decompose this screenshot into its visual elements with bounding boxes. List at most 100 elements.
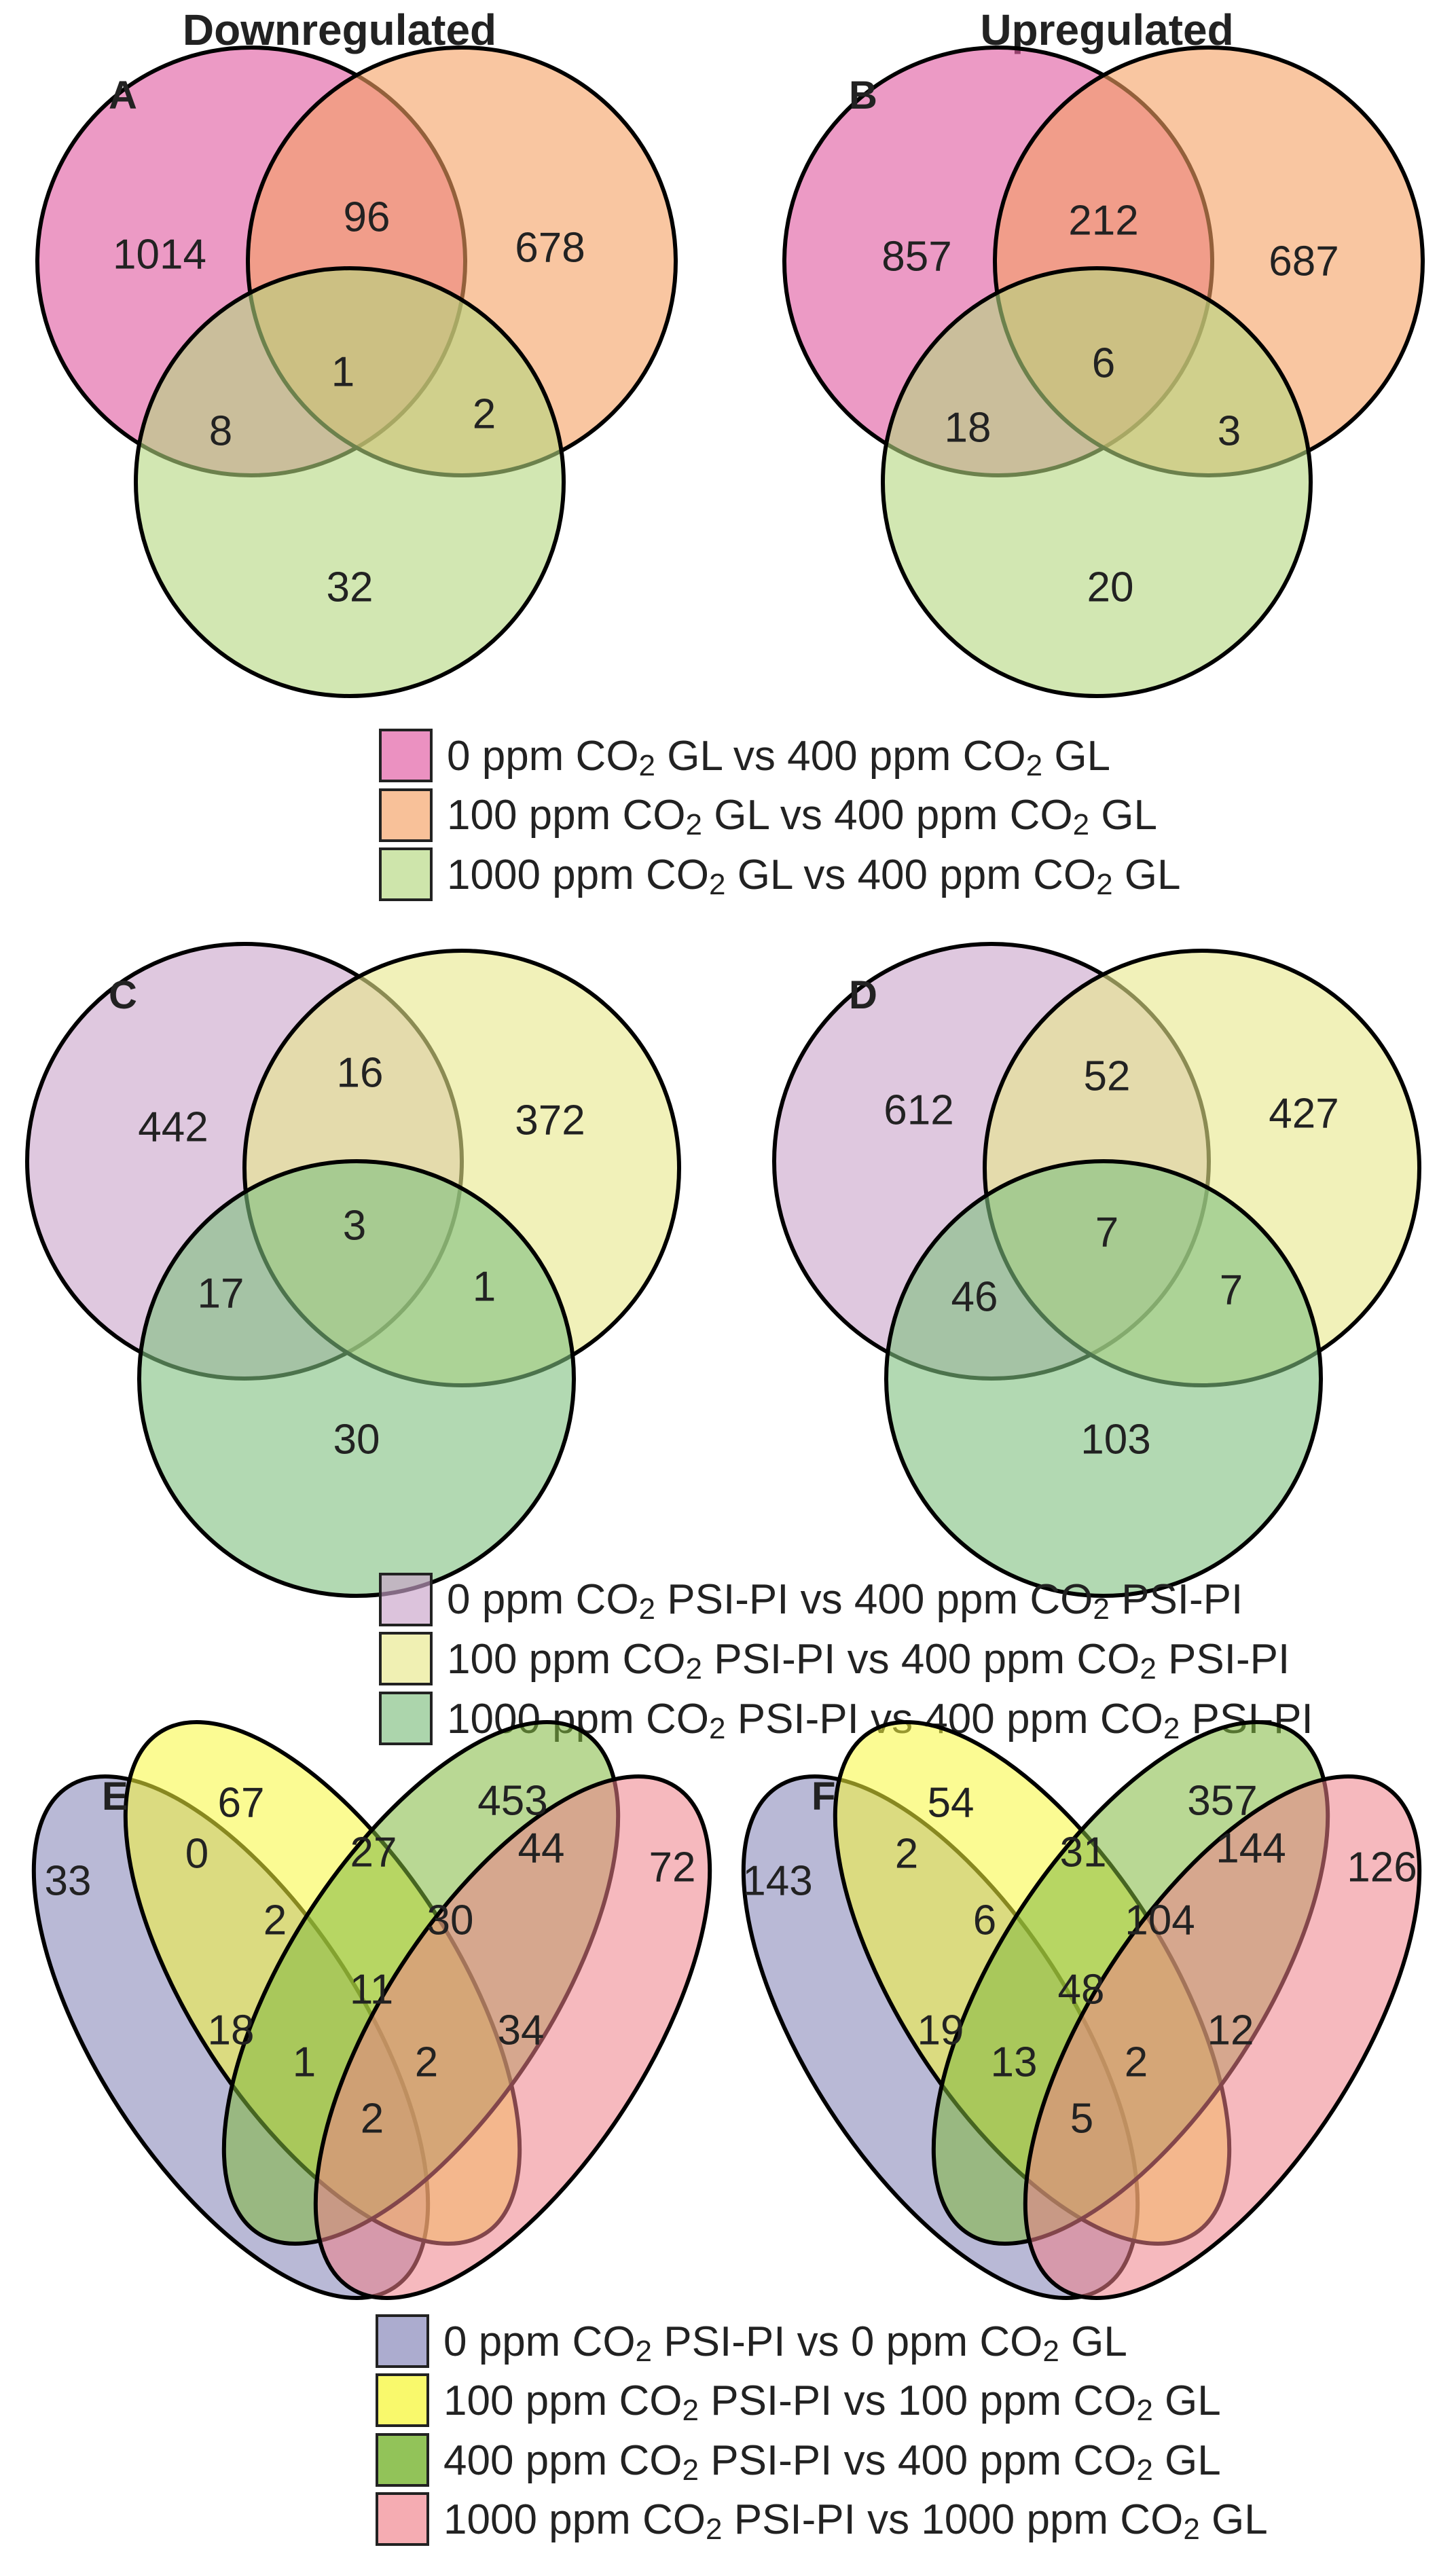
venn-count: 31 — [1060, 1829, 1107, 1876]
legend-label: 100 ppm CO2 GL vs 400 ppm CO2 GL — [447, 792, 1157, 841]
venn-count: 1 — [331, 349, 354, 396]
legend-swatch-100ppm-psi — [379, 1632, 433, 1685]
legend-label: 0 ppm CO2 PSI-PI vs 400 ppm CO2 PSI-PI — [447, 1576, 1243, 1626]
legend-swatch-0ppm-psi — [379, 1573, 433, 1626]
venn-count: 2 — [361, 2096, 384, 2142]
venn-count: 12 — [1207, 2007, 1254, 2054]
venn-count: 96 — [344, 194, 390, 241]
venn-set-1000ppm-gl — [881, 266, 1313, 698]
venn-count: 17 — [198, 1271, 244, 1317]
legend-label: 1000 ppm CO2 PSI-PI vs 1000 ppm CO2 GL — [443, 2496, 1268, 2546]
venn-count: 67 — [218, 1780, 265, 1827]
venn-count: 3 — [343, 1203, 366, 1249]
venn-count: 8 — [209, 408, 232, 455]
venn-panel-e: E 33 67 453 72 0 27 44 2 30 11 18 34 1 2… — [31, 1720, 712, 2300]
legend-swatch-100ppm-gl — [379, 788, 433, 842]
legend-label: 100 ppm CO2 PSI-PI vs 400 ppm CO2 PSI-PI — [447, 1636, 1290, 1685]
legend-swatch-0ppm-gl — [379, 729, 433, 782]
venn-count: 33 — [45, 1858, 92, 1905]
venn-count: 144 — [1216, 1825, 1286, 1872]
venn-set-1000ppm-gl — [134, 266, 566, 698]
venn-count: 1014 — [113, 232, 206, 278]
venn-count: 34 — [498, 2007, 545, 2054]
venn-panel-a: A 1014 96 678 1 8 2 32 — [35, 45, 678, 698]
venn-count: 1 — [473, 1264, 496, 1311]
venn-set-1000ppm-psi — [884, 1159, 1323, 1598]
panel-label-b: B — [849, 73, 877, 117]
venn-count: 5 — [1070, 2096, 1093, 2142]
venn-set-1000ppm-psi — [137, 1159, 576, 1598]
legend-swatch-1000ppm-psi — [379, 1692, 433, 1745]
venn-count: 72 — [649, 1844, 696, 1891]
venn-count: 30 — [333, 1417, 380, 1463]
venn-count: 1 — [293, 2039, 316, 2086]
venn-count: 13 — [991, 2039, 1038, 2086]
header-upregulated: Upregulated — [980, 5, 1233, 54]
legend-swatch-1000ppm — [376, 2492, 429, 2546]
venn-count: 6 — [973, 1897, 996, 1944]
legend-label: 400 ppm CO2 PSI-PI vs 400 ppm CO2 GL — [443, 2437, 1221, 2487]
venn-count: 103 — [1080, 1417, 1150, 1463]
venn-count: 612 — [884, 1087, 953, 1134]
legend-gl: 0 ppm CO2 GL vs 400 ppm CO2 GL 100 ppm C… — [379, 729, 1181, 901]
venn-count: 6 — [1092, 340, 1115, 387]
venn-count: 11 — [350, 1967, 393, 2013]
venn-count: 2 — [1125, 2039, 1148, 2086]
venn-set-1000ppm — [1023, 1774, 1422, 2300]
venn-count: 44 — [518, 1825, 565, 1872]
venn-count: 143 — [742, 1858, 812, 1905]
venn-panel-b: B 857 212 687 6 18 3 20 — [782, 45, 1425, 698]
venn-count: 442 — [138, 1104, 208, 1151]
venn-count: 857 — [881, 234, 951, 280]
venn-count: 19 — [917, 2007, 964, 2054]
venn-count: 126 — [1347, 1844, 1417, 1891]
venn-count: 0 — [185, 1831, 208, 1878]
venn-count: 18 — [945, 405, 991, 452]
legend-label: 0 ppm CO2 PSI-PI vs 0 ppm CO2 GL — [443, 2318, 1127, 2368]
legend-swatch-400ppm — [376, 2433, 429, 2487]
venn-count: 20 — [1087, 564, 1134, 611]
panel-label-f: F — [812, 1774, 835, 1819]
venn-count: 32 — [327, 564, 374, 611]
venn-count: 212 — [1068, 198, 1138, 244]
legend-cmp: 0 ppm CO2 PSI-PI vs 0 ppm CO2 GL 100 ppm… — [376, 2314, 1268, 2546]
venn-count: 7 — [1095, 1209, 1118, 1256]
venn-count: 687 — [1269, 238, 1339, 285]
legend-label: 1000 ppm CO2 GL vs 400 ppm CO2 GL — [447, 852, 1181, 901]
venn-count: 30 — [427, 1897, 474, 1944]
venn-panel-d: D 612 52 427 7 46 7 103 — [772, 942, 1421, 1598]
venn-count: 48 — [1058, 1967, 1105, 2013]
venn-count: 678 — [515, 225, 585, 272]
legend-label: 0 ppm CO2 GL vs 400 ppm CO2 GL — [447, 733, 1110, 782]
venn-count: 18 — [208, 2007, 255, 2054]
venn-count: 2 — [263, 1897, 287, 1944]
venn-count: 104 — [1125, 1897, 1195, 1944]
venn-count: 3 — [1218, 408, 1241, 455]
venn-count: 27 — [350, 1829, 397, 1876]
panel-label-c: C — [109, 973, 137, 1017]
venn-count: 427 — [1269, 1091, 1339, 1137]
venn-count: 453 — [477, 1778, 547, 1825]
venn-count: 16 — [337, 1050, 384, 1097]
venn-count: 2 — [895, 1831, 918, 1878]
venn-panel-c: C 442 16 372 3 17 1 30 — [25, 942, 681, 1598]
legend-psi: 0 ppm CO2 PSI-PI vs 400 ppm CO2 PSI-PI 1… — [379, 1573, 1313, 1745]
venn-set-1000ppm — [313, 1774, 712, 2300]
venn-count: 52 — [1084, 1053, 1131, 1100]
legend-label: 100 ppm CO2 PSI-PI vs 100 ppm CO2 GL — [443, 2377, 1221, 2427]
venn-count: 2 — [415, 2039, 438, 2086]
venn-count: 372 — [515, 1097, 585, 1144]
panel-label-d: D — [849, 973, 877, 1017]
venn-panel-f: F 143 54 357 126 2 31 144 6 104 48 19 12… — [741, 1720, 1422, 2300]
venn-count: 54 — [928, 1780, 975, 1827]
legend-swatch-1000ppm-gl — [379, 847, 433, 901]
legend-swatch-0ppm — [376, 2314, 429, 2368]
venn-count: 357 — [1187, 1778, 1257, 1825]
panel-label-e: E — [102, 1774, 128, 1819]
venn-count: 46 — [951, 1274, 998, 1321]
venn-count: 2 — [473, 391, 496, 438]
venn-count: 7 — [1220, 1267, 1243, 1314]
legend-swatch-100ppm — [376, 2373, 429, 2427]
panel-label-a: A — [109, 73, 137, 117]
